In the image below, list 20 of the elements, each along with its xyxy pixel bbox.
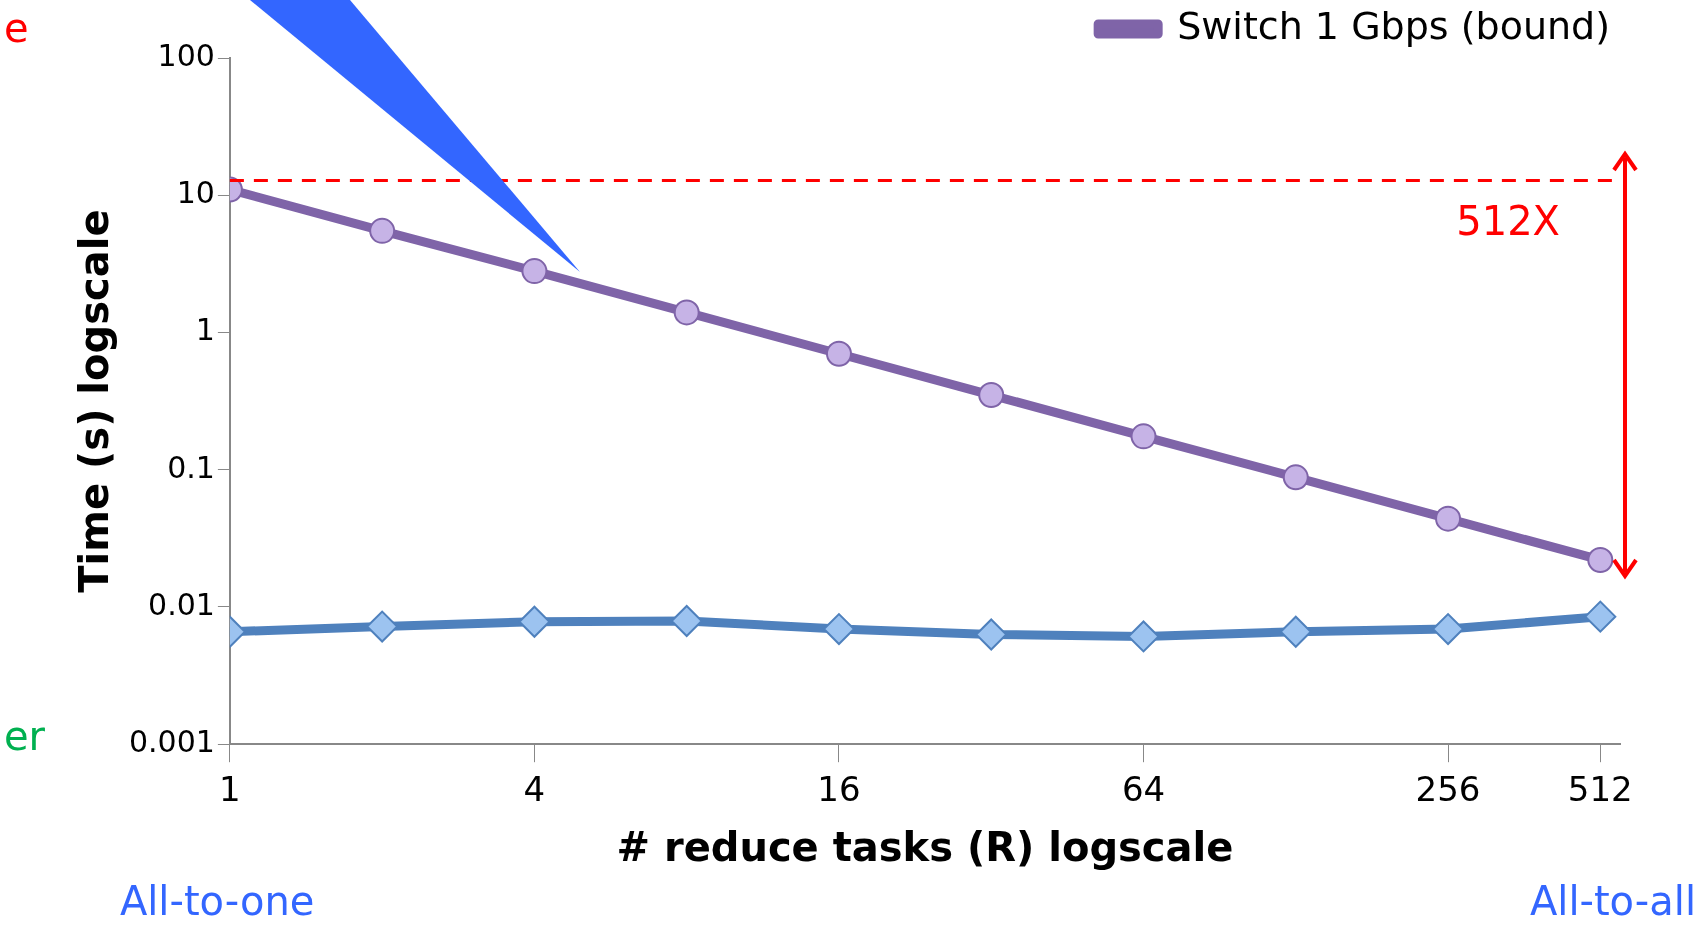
text: All-to-one (119, 878, 315, 925)
y-tick-label: 0.1 (167, 449, 215, 485)
x-tick-label: 16 (817, 769, 861, 810)
text: e (4, 5, 29, 52)
text: All-to-all (1529, 878, 1696, 925)
y-axis-title: Time (s) logscale (71, 209, 118, 593)
x-axis-title: # reduce tasks (R) logscale (616, 824, 1234, 871)
y-tick-label: 100 (157, 37, 215, 73)
legend-label: Switch 1 Gbps (bound) (1177, 3, 1610, 48)
x-tick-label: 1 (219, 769, 241, 810)
text: er (4, 713, 46, 760)
y-tick-label: 0.001 (128, 724, 215, 759)
x-tick-label: 512 (1567, 769, 1633, 810)
y-tick-label: 10 (176, 175, 215, 211)
y-tick-label: 1 (195, 312, 215, 348)
x-tick-label: 256 (1415, 769, 1481, 810)
annotation: 512X (1456, 198, 1560, 245)
y-tick-label: 0.01 (148, 586, 215, 622)
x-tick-label: 4 (523, 769, 546, 810)
x-tick-label: 64 (1121, 769, 1166, 810)
